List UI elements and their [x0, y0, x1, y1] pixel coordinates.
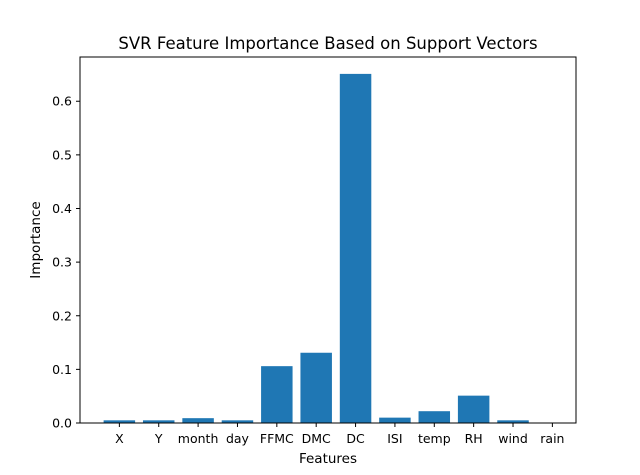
- x-tick-label-ffmc: FFMC: [260, 431, 294, 446]
- y-tick-label-1: 0.1: [52, 362, 72, 377]
- x-tick-label-y: Y: [154, 431, 163, 446]
- bar-wind: [497, 420, 529, 423]
- y-tick-label-6: 0.6: [52, 94, 72, 109]
- x-tick-label-rh: RH: [465, 431, 483, 446]
- bar-month: [182, 418, 214, 423]
- bar-dc: [339, 73, 372, 423]
- y-tick-label-3: 0.3: [52, 255, 72, 270]
- x-tick-label-day: day: [226, 431, 250, 446]
- y-axis-label: Importance: [28, 201, 44, 278]
- plot-area-frame: [79, 56, 577, 424]
- bars-group: [103, 73, 529, 423]
- x-tick-label-x: X: [115, 431, 124, 446]
- chart-title: SVR Feature Importance Based on Support …: [118, 34, 537, 53]
- y-tick-label-4: 0.4: [52, 201, 72, 216]
- y-tick-label-0: 0.0: [52, 416, 72, 431]
- x-tick-label-month: month: [178, 431, 219, 446]
- bar-ffmc: [261, 366, 293, 423]
- y-tick-label-2: 0.2: [52, 308, 72, 323]
- bar-temp: [418, 411, 451, 423]
- bar-day: [221, 420, 254, 423]
- bar-rh: [457, 395, 490, 423]
- x-axis-label: Features: [299, 451, 357, 467]
- x-tick-label-dc: DC: [346, 431, 365, 446]
- bar-isi: [379, 417, 411, 423]
- x-tick-label-temp: temp: [418, 431, 451, 446]
- x-tick-label-wind: wind: [498, 431, 528, 446]
- bar-y: [142, 420, 175, 423]
- y-axis-ticks: 0.0 0.1 0.2 0.3 0.4 0.5 0.6: [52, 94, 80, 431]
- bar-x: [103, 420, 136, 423]
- x-tick-label-dmc: DMC: [302, 431, 331, 446]
- x-tick-label-rain: rain: [540, 431, 564, 446]
- y-tick-label-5: 0.5: [52, 147, 72, 162]
- x-tick-label-isi: ISI: [387, 431, 402, 446]
- bar-dmc: [300, 352, 332, 423]
